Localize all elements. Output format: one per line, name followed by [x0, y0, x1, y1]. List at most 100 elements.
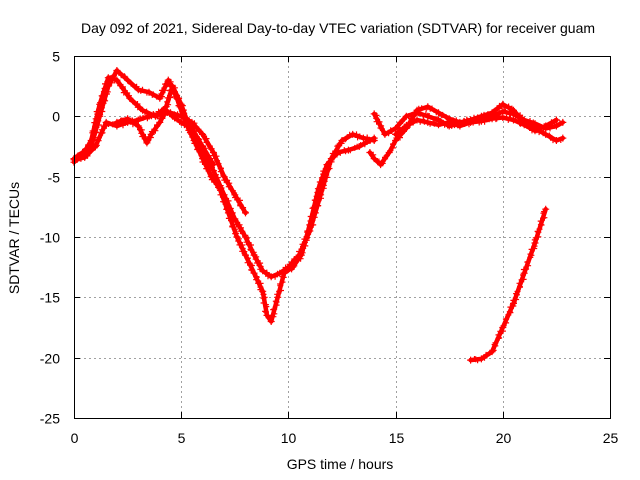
data-point [531, 120, 539, 128]
sample-marker [271, 306, 278, 313]
sample-marker [272, 298, 279, 305]
sample-marker [481, 118, 488, 125]
sample-marker [93, 142, 100, 149]
sample-marker [89, 136, 96, 143]
sample-marker [476, 119, 483, 126]
sample-marker [154, 122, 160, 128]
sample-marker [98, 126, 105, 133]
sample-marker [320, 182, 327, 189]
sample-marker [171, 89, 178, 95]
sample-marker [150, 111, 157, 117]
sample-marker [168, 86, 175, 93]
sample-marker [341, 147, 348, 154]
chart-title: Day 092 of 2021, Sidereal Day-to-day VTE… [81, 20, 595, 36]
sample-marker [172, 115, 179, 122]
sample-marker [317, 190, 324, 197]
sample-marker [421, 118, 428, 125]
sample-marker [401, 123, 408, 130]
y-tick-label: -15 [40, 290, 60, 306]
sample-marker [383, 152, 390, 159]
sample-marker [375, 158, 382, 165]
y-tick-label: -20 [40, 351, 60, 367]
sample-marker [551, 118, 558, 125]
sample-marker [214, 178, 221, 185]
sample-marker [533, 127, 540, 134]
sample-marker [98, 92, 105, 99]
sample-marker [161, 87, 168, 94]
sample-marker [279, 279, 286, 286]
sample-marker [433, 109, 440, 116]
sample-marker [536, 226, 543, 233]
sample-marker [232, 230, 239, 237]
data-point [113, 118, 121, 126]
sample-marker [507, 304, 514, 311]
sample-marker [148, 128, 155, 135]
sample-marker [163, 80, 170, 87]
sample-marker [531, 243, 538, 250]
data-point [124, 115, 132, 123]
sample-marker [527, 118, 533, 124]
sample-marker [315, 202, 322, 209]
sample-marker [490, 347, 497, 354]
data-point [162, 106, 170, 114]
sample-marker [208, 160, 214, 167]
sample-marker [85, 150, 92, 156]
sample-marker [496, 113, 503, 120]
sample-marker [300, 241, 307, 248]
sample-marker [138, 130, 145, 137]
sample-marker [492, 339, 499, 346]
data-point [467, 356, 475, 364]
sample-marker [410, 119, 417, 126]
data-point [552, 116, 560, 124]
sample-marker [397, 134, 403, 141]
sample-marker [513, 296, 520, 303]
sample-marker [261, 294, 268, 301]
sample-marker [377, 125, 384, 131]
sample-marker [356, 133, 363, 140]
y-tick-label: 5 [52, 49, 60, 65]
sample-marker [122, 74, 129, 81]
x-tick-label: 20 [496, 430, 512, 446]
sample-marker [540, 125, 547, 132]
sample-marker [186, 123, 192, 130]
sample-marker [114, 78, 121, 85]
sample-marker [495, 331, 502, 338]
sample-marker [129, 98, 136, 105]
sample-marker [523, 122, 530, 129]
sample-marker [92, 122, 99, 129]
sample-marker [279, 269, 286, 276]
sample-marker [394, 124, 401, 131]
sample-marker [207, 155, 214, 162]
sample-marker [204, 165, 211, 172]
sample-marker [185, 116, 191, 123]
sample-marker [502, 108, 509, 115]
sample-marker [197, 142, 204, 149]
sample-marker [347, 147, 354, 154]
y-axis-label: SDTVAR / TECUs [6, 182, 22, 294]
sample-marker [434, 116, 440, 123]
sample-marker [195, 126, 202, 133]
sample-marker [236, 221, 243, 228]
sample-marker [137, 106, 144, 113]
sample-marker [499, 328, 506, 335]
sample-marker [278, 287, 284, 294]
sample-marker [443, 114, 450, 121]
x-tick-label: 25 [603, 430, 619, 446]
sample-marker [541, 214, 548, 221]
sample-marker [405, 113, 412, 120]
sample-marker [229, 213, 236, 220]
sample-marker [257, 266, 264, 273]
sample-marker [466, 121, 472, 128]
sample-marker [215, 160, 222, 167]
sample-marker [142, 133, 149, 140]
sample-marker [343, 135, 350, 142]
series-layer [70, 67, 567, 364]
sample-marker [527, 124, 534, 131]
x-tick-label: 10 [281, 430, 297, 446]
sample-marker [441, 121, 448, 128]
sample-marker [158, 91, 165, 97]
sample-marker [471, 117, 478, 124]
sample-marker [540, 130, 547, 137]
sample-marker [232, 217, 239, 224]
